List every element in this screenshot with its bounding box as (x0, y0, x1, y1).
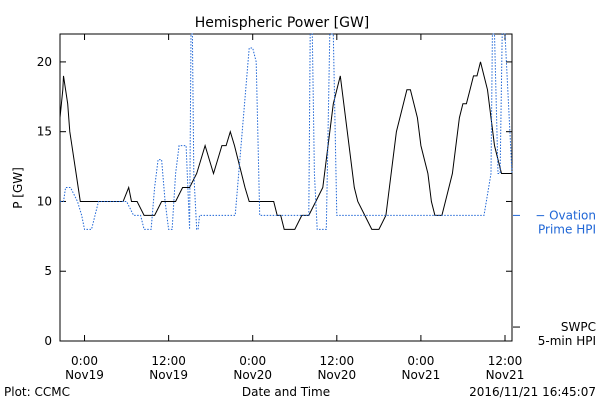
x-tick-label-time: 12:00 (151, 354, 186, 368)
footer-axis-title: Date and Time (242, 385, 330, 399)
x-tick-label-date: Nov21 (402, 368, 441, 382)
x-tick-label-time: 12:00 (320, 354, 355, 368)
chart-title: Hemispheric Power [GW] (195, 15, 370, 31)
x-axis-ticks: 0:00Nov1912:00Nov190:00Nov2012:00Nov200:… (65, 34, 524, 382)
x-tick-label-time: 12:00 (488, 354, 523, 368)
y-tick-label: 10 (37, 194, 52, 208)
series-label-line2-1: Prime HPI (538, 222, 596, 236)
footer-timestamp: 2016/11/21 16:45:07 (469, 385, 596, 399)
plot-area-frame (59, 33, 513, 342)
y-axis-label: P [GW] (11, 167, 25, 209)
x-tick-label-date: Nov19 (149, 368, 188, 382)
footer-plot-credit: Plot: CCMC (4, 385, 70, 399)
x-tick-label-date: Nov19 (65, 368, 104, 382)
y-tick-label: 15 (37, 125, 52, 139)
series-line-1 (60, 33, 513, 230)
series-line-0 (59, 61, 512, 230)
x-tick-label-time: 0:00 (239, 354, 266, 368)
series-label-line1-1: − Ovation (535, 208, 596, 222)
x-tick-label-date: Nov20 (317, 368, 356, 382)
series-lines (59, 33, 513, 230)
series-label-line1-0: SWPC (561, 320, 596, 334)
x-tick-label-time: 0:00 (407, 354, 434, 368)
y-tick-label: 5 (44, 264, 52, 278)
x-tick-label-date: Nov21 (486, 368, 525, 382)
x-tick-label-time: 0:00 (71, 354, 98, 368)
series-label-line2-0: 5-min HPI (538, 334, 596, 348)
x-tick-label-date: Nov20 (233, 368, 272, 382)
y-tick-label: 20 (37, 55, 52, 69)
y-tick-label: 0 (44, 334, 52, 348)
